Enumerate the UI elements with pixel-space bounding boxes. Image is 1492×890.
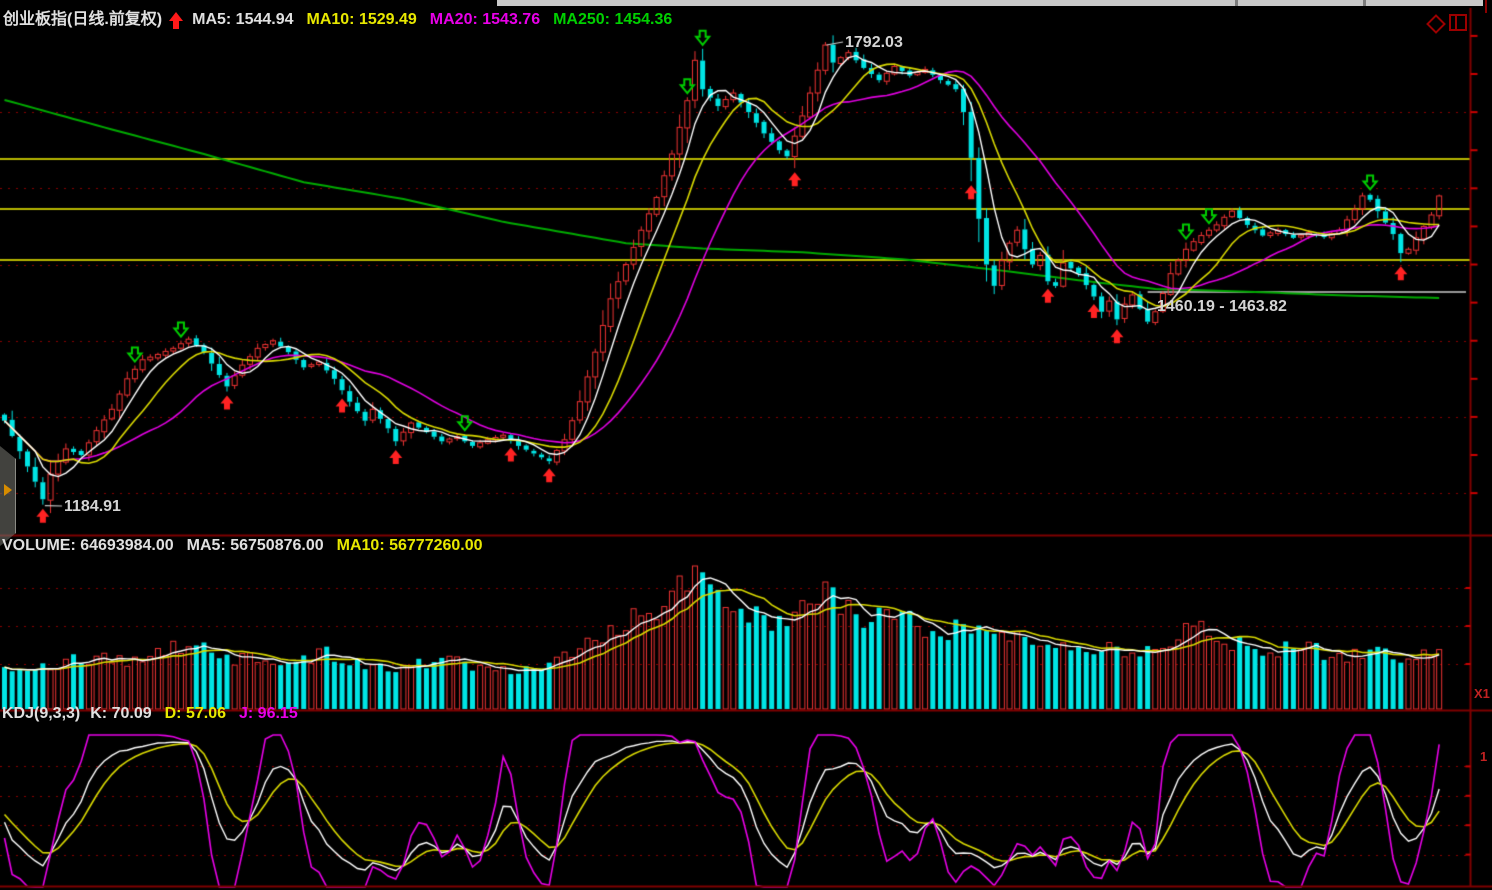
window-pane-divider	[1455, 16, 1457, 29]
instrument-title: 创业板指(日线.前复权)	[3, 11, 163, 28]
kdj-k: K: 70.09	[90, 705, 152, 722]
high-price-label: 1792.03	[845, 34, 903, 51]
kdj-legend: KDJ(9,3,3) K: 70.09 D: 57.06 J: 96.15	[2, 705, 311, 723]
range-label: 1460.19 - 1463.82	[1157, 298, 1287, 315]
red-up-arrow-icon	[169, 11, 184, 29]
volume-value: VOLUME: 64693984.00	[2, 537, 174, 554]
low-price-label: 1184.91	[64, 498, 121, 515]
horizontal-scrollbar[interactable]	[497, 0, 1483, 6]
scrollbar-notch	[1235, 0, 1238, 6]
legend-ma5: MA5: 1544.94	[192, 11, 294, 28]
kdj-axis-label: 1	[1480, 749, 1488, 764]
kdj-d: D: 57.06	[164, 705, 226, 722]
side-panel-handle[interactable]	[0, 446, 16, 546]
volume-ma5: MA5: 56750876.00	[186, 537, 324, 554]
scrollbar-notch	[1363, 0, 1366, 6]
window-restore-icon[interactable]	[1449, 14, 1467, 31]
volume-ma10: MA10: 56777260.00	[336, 537, 483, 554]
main-chart-legend: 创业板指(日线.前复权) MA5: 1544.94 MA10: 1529.49 …	[3, 11, 685, 29]
axis-top-tick	[1485, 0, 1487, 13]
volume-axis-label: X1	[1474, 686, 1490, 701]
legend-ma250: MA250: 1454.36	[553, 11, 673, 28]
legend-ma10: MA10: 1529.49	[306, 11, 417, 28]
legend-ma20: MA20: 1543.76	[429, 11, 541, 28]
kdj-j: J: 96.15	[239, 705, 298, 722]
volume-legend: VOLUME: 64693984.00 MA5: 56750876.00 MA1…	[2, 537, 496, 555]
kdj-name: KDJ(9,3,3)	[2, 705, 81, 722]
panel-expand-arrow-icon[interactable]	[4, 484, 12, 496]
